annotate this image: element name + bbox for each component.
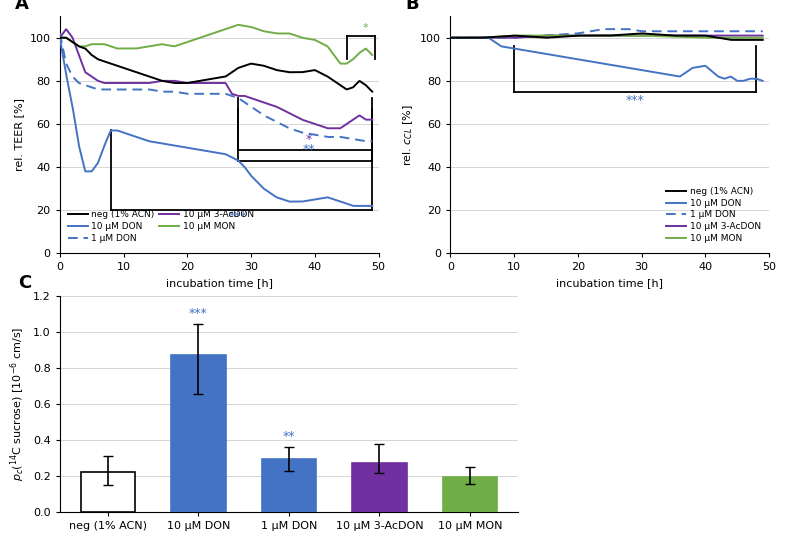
X-axis label: incubation time [h]: incubation time [h] <box>556 278 663 288</box>
Text: *: * <box>305 133 312 146</box>
Text: *: * <box>363 23 369 33</box>
Y-axis label: rel. TEER [%]: rel. TEER [%] <box>14 98 24 171</box>
Legend: neg (1% ACN), 10 μM DON, 1 μM DON, 10 μM 3-AcDON, 10 μM MON: neg (1% ACN), 10 μM DON, 1 μM DON, 10 μM… <box>65 207 257 246</box>
Text: **: ** <box>302 143 315 156</box>
Legend: neg (1% ACN), 10 μM DON, 1 μM DON, 10 μM 3-AcDON, 10 μM MON: neg (1% ACN), 10 μM DON, 1 μM DON, 10 μM… <box>663 183 764 246</box>
Text: ***: *** <box>189 307 208 320</box>
X-axis label: incubation time [h]: incubation time [h] <box>166 278 273 288</box>
Text: A: A <box>15 0 29 13</box>
Bar <box>352 462 406 512</box>
Y-axis label: rel. $c_{CL}$ [%]: rel. $c_{CL}$ [%] <box>401 104 414 165</box>
Bar <box>80 472 135 512</box>
Text: C: C <box>18 274 32 292</box>
Text: ***: *** <box>626 94 645 107</box>
Text: **: ** <box>283 430 295 443</box>
Text: ***: *** <box>229 210 248 223</box>
Bar <box>443 477 497 512</box>
Bar <box>261 459 316 512</box>
Text: B: B <box>406 0 419 13</box>
Bar <box>171 355 226 512</box>
Y-axis label: $p_c$($^{14}$C sucrose) [10$^{-6}$ cm/s]: $p_c$($^{14}$C sucrose) [10$^{-6}$ cm/s] <box>9 327 27 481</box>
